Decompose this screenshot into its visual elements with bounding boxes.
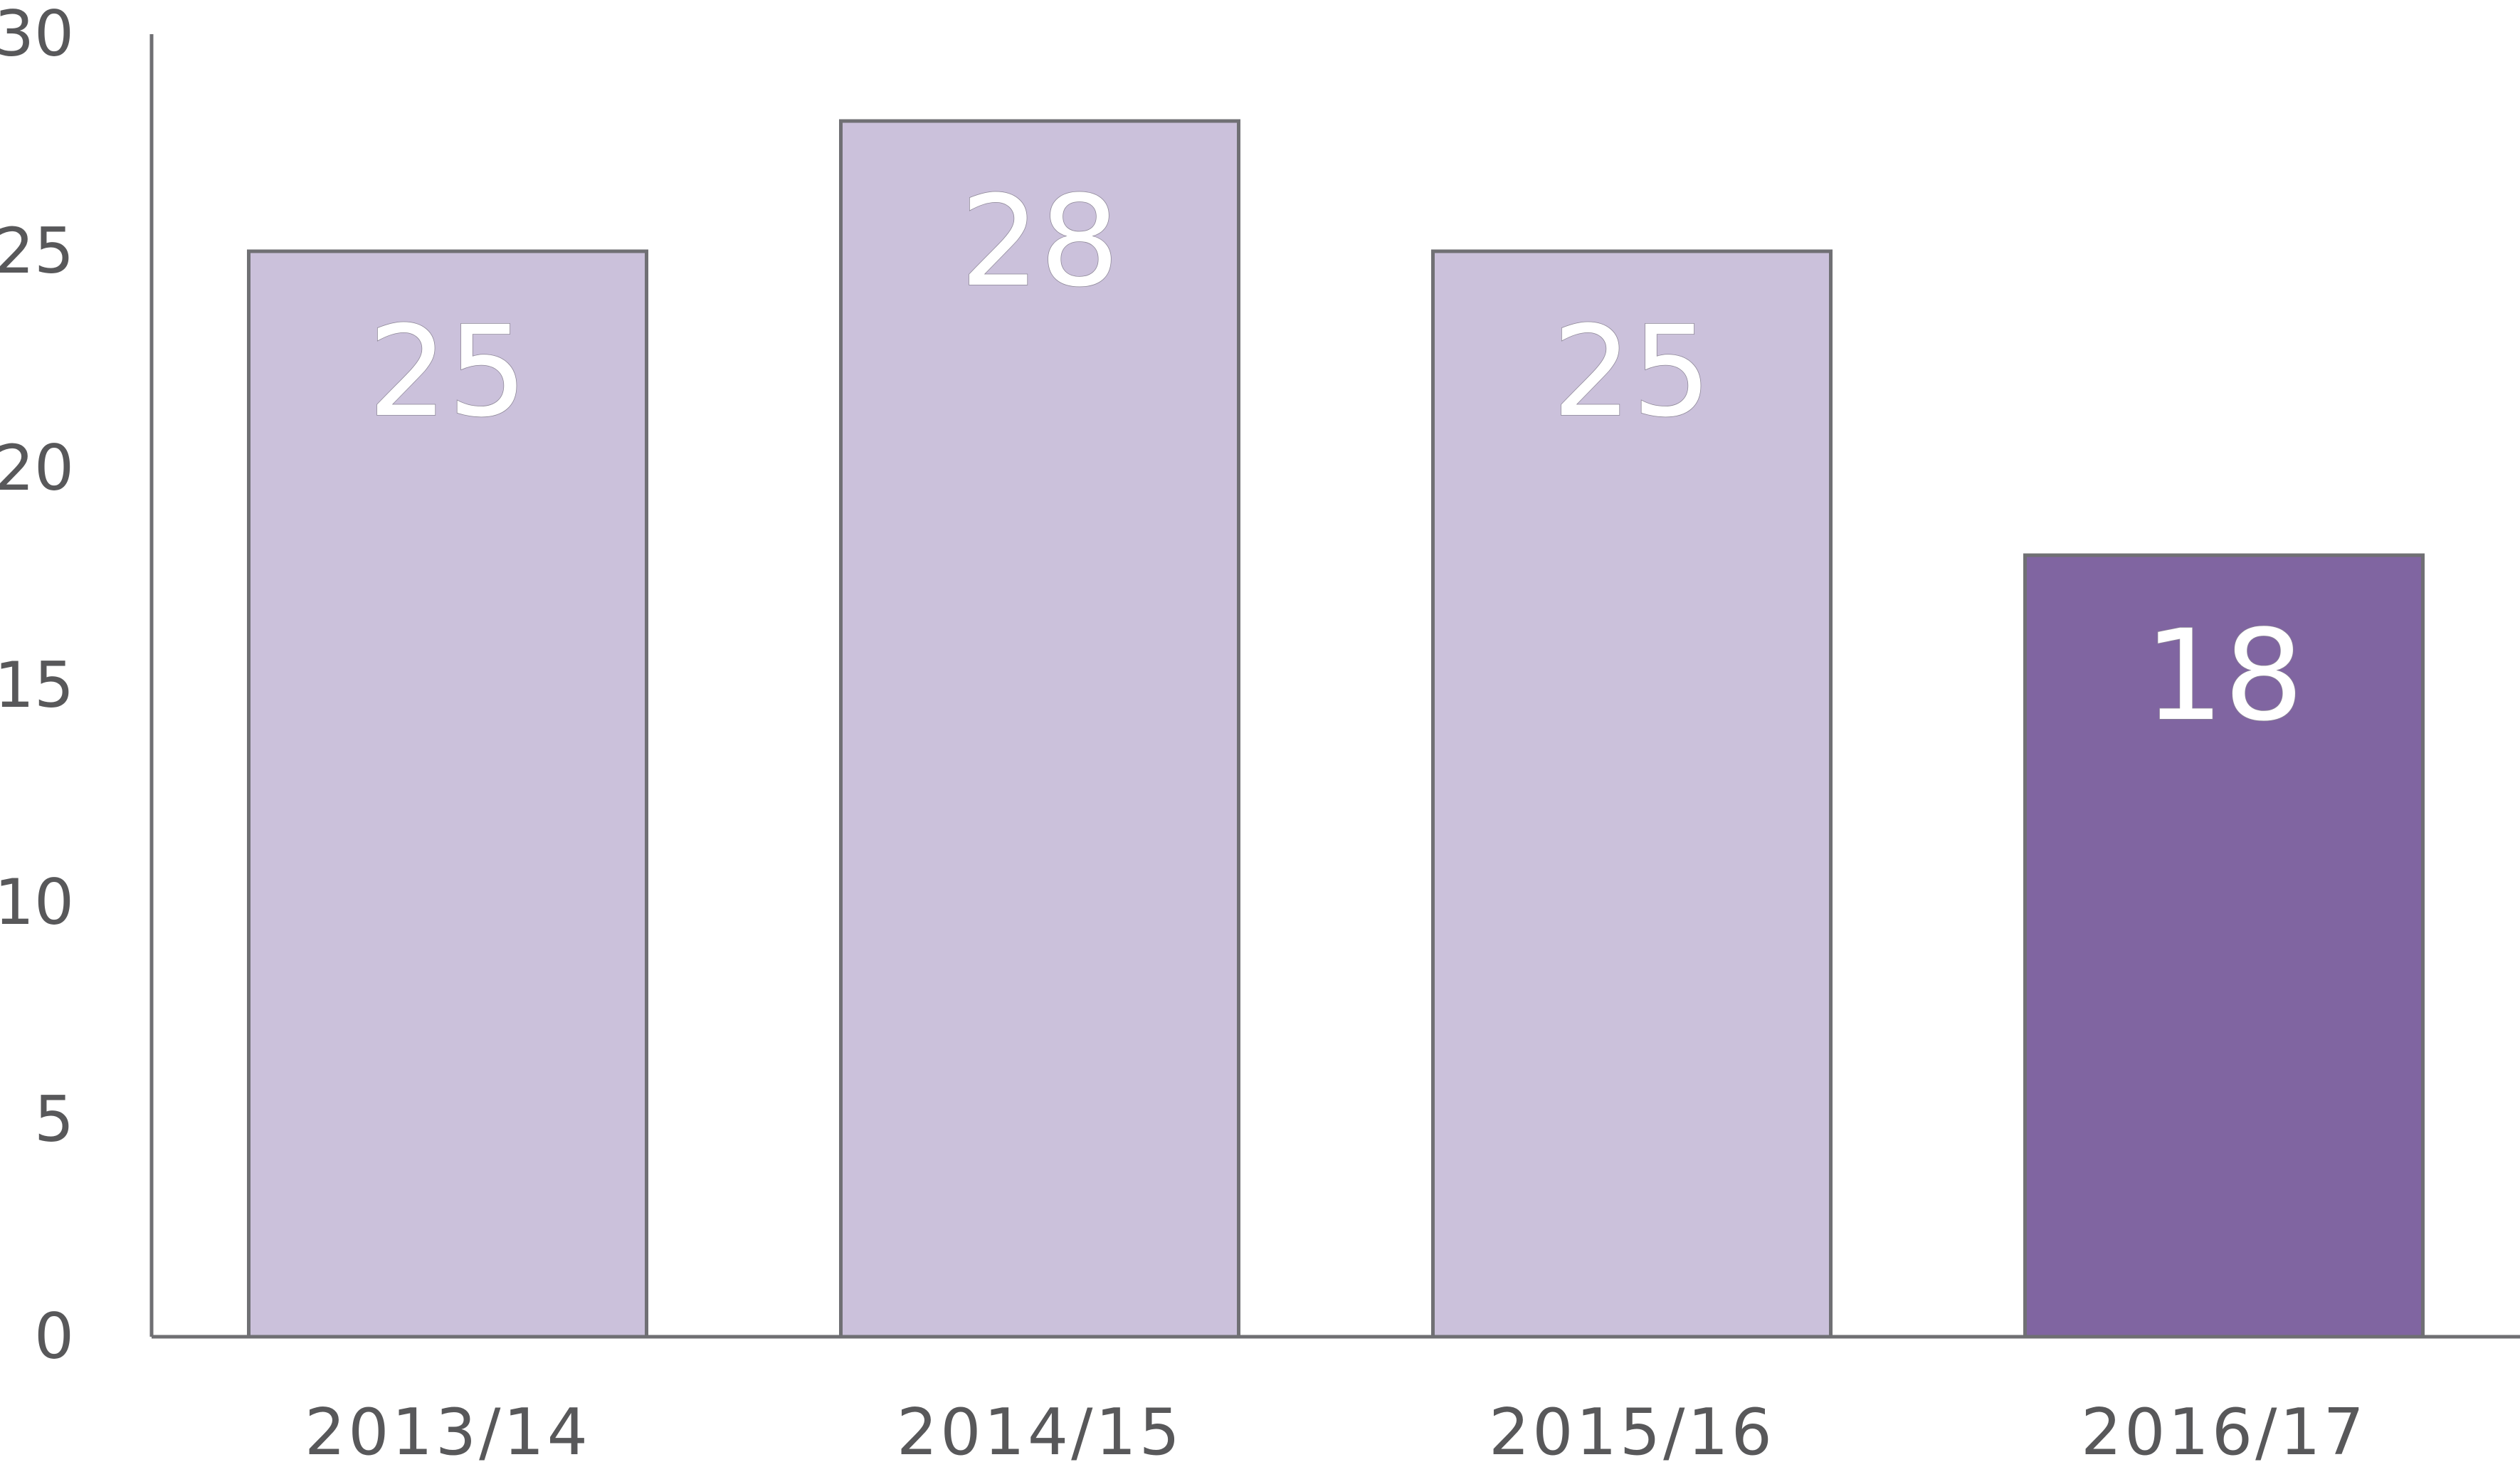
x-tick-label: 2014/15 [897,1395,1183,1467]
data-label: 18 [2144,603,2304,749]
data-label: 25 [368,299,527,445]
data-label: 25 [1552,299,1712,445]
y-tick-label: 25 [0,214,74,288]
bar-2014-15 [839,119,1240,1339]
y-tick-label: 20 [0,431,74,505]
y-tick-label: 5 [34,1083,74,1156]
bar-2015-16 [1431,249,1833,1339]
y-tick-label: 10 [0,866,74,939]
data-labels: 25 28 25 18 [367,168,2304,750]
bar-2016-17 [2023,553,2425,1339]
x-tick-label: 2013/14 [305,1395,591,1467]
data-label: 28 [960,169,1119,315]
y-axis-ticks: 0 5 10 15 20 25 30 [0,0,74,1373]
x-axis-labels: 2013/14 2014/15 2015/16 2016/17 [305,1395,2367,1467]
x-tick-label: 2015/16 [1489,1395,1775,1467]
y-tick-label: 0 [34,1300,74,1373]
bar-2013-14 [247,249,648,1339]
y-tick-label: 15 [0,648,74,722]
x-tick-label: 2016/17 [2081,1395,2367,1467]
y-tick-label: 30 [0,0,74,70]
bars [247,119,2425,1339]
